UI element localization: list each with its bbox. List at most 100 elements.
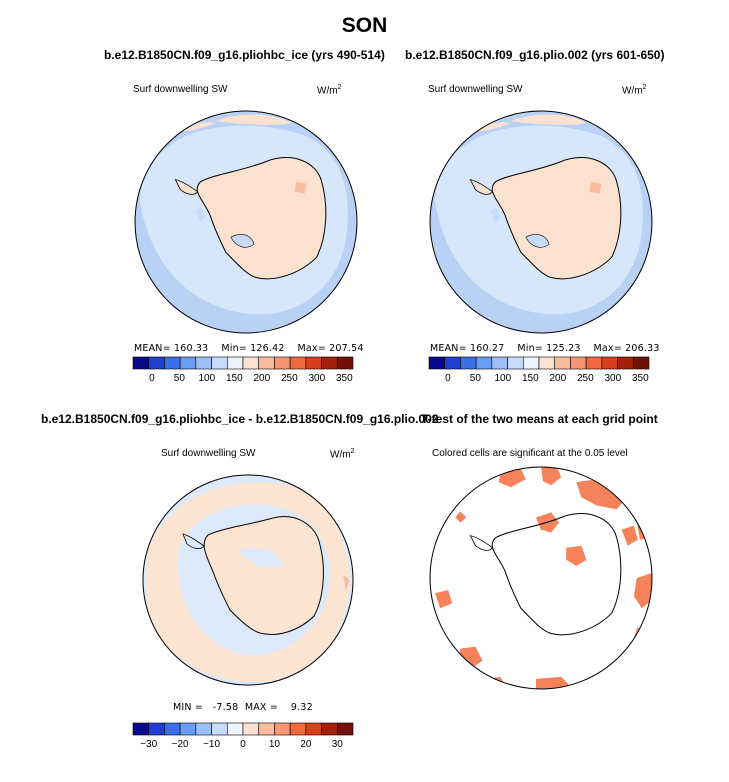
colorbar-tick-label: 0 — [149, 373, 155, 384]
panel-2-variable-label: Surf downwelling SW — [428, 84, 523, 95]
panel-1-min: Min= 126.42 — [221, 343, 285, 354]
colorbar-swatch — [132, 722, 150, 736]
colorbar-swatch — [321, 356, 338, 370]
colorbar-tick-label: 300 — [309, 373, 326, 384]
main-title: SON — [341, 14, 388, 37]
panel-1-mean: MEAN= 160.33 — [134, 343, 209, 354]
colorbar-2: 0 50 100 150 200 250 300 350 — [428, 356, 650, 384]
colorbar-tick-label: 200 — [254, 373, 271, 384]
panel-1-max: Max= 207.54 — [297, 343, 364, 354]
panel-1-units: W/m2 — [317, 84, 342, 97]
colorbar-tick-label: −20 — [172, 739, 189, 750]
panel-3-min-label: MIN = — [173, 702, 204, 713]
antarctica-outline — [491, 157, 622, 280]
panel-2-max: Max= 206.33 — [593, 343, 660, 354]
colorbar-swatch — [522, 356, 540, 370]
colorbar-swatch — [179, 356, 197, 370]
colorbar-swatch — [585, 356, 603, 370]
colorbar-swatch — [211, 722, 228, 736]
colorbar-swatch — [164, 356, 181, 370]
panel-1-map — [134, 110, 358, 334]
colorbar-swatch — [148, 356, 165, 370]
colorbar-swatch — [274, 356, 291, 370]
colorbar-swatch — [164, 722, 181, 736]
colorbar-tick-label: 250 — [281, 373, 298, 384]
colorbar-swatch — [289, 356, 307, 370]
colorbar-3: −30 −20 −10 0 10 20 30 — [132, 722, 354, 750]
colorbar-tick-label: 30 — [332, 739, 344, 750]
colorbar-swatch — [195, 722, 212, 736]
colorbar-swatch — [617, 356, 634, 370]
colorbar-swatch — [336, 722, 354, 736]
colorbar-tick-label: 50 — [470, 373, 482, 384]
colorbar-tick-label: 0 — [240, 739, 246, 750]
colorbar-swatch — [507, 356, 524, 370]
colorbar-swatch — [242, 356, 260, 370]
colorbar-swatch — [321, 722, 338, 736]
panel-4-title: T-test of the two means at each grid poi… — [421, 412, 658, 426]
colorbar-tick-label: 350 — [632, 373, 649, 384]
panel-2-map — [429, 110, 653, 334]
panel-4-map — [429, 466, 653, 690]
panel-3-stats: MIN = -7.58 MAX = 9.32 — [173, 702, 313, 713]
colorbar-swatch — [242, 722, 260, 736]
colorbar-swatch — [538, 356, 556, 370]
colorbar-swatch — [305, 356, 322, 370]
colorbar-swatch — [179, 722, 197, 736]
colorbar-tick-label: 350 — [336, 373, 353, 384]
colorbar-1: 0 50 100 150 200 250 300 350 — [132, 356, 354, 384]
colorbar-tick-label: 250 — [577, 373, 594, 384]
colorbar-tick-label: 200 — [550, 373, 567, 384]
colorbar-swatch — [428, 356, 446, 370]
colorbar-tick-label: 50 — [174, 373, 186, 384]
panel-3-map — [142, 474, 354, 686]
panel-3-min-value: -7.58 — [212, 702, 239, 713]
colorbar-swatch — [632, 356, 650, 370]
panel-3-title: b.e12.B1850CN.f09_g16.pliohbc_ice - b.e1… — [41, 412, 439, 426]
colorbar-swatch — [305, 722, 322, 736]
antarctica-outline — [203, 516, 324, 635]
colorbar-tick-label: 300 — [605, 373, 622, 384]
colorbar-tick-label: 0 — [445, 373, 451, 384]
colorbar-swatch — [274, 722, 291, 736]
colorbar-swatch — [226, 722, 244, 736]
antarctica-outline — [491, 513, 622, 636]
panel-1-stats: MEAN= 160.33 Min= 126.42 Max= 207.54 — [134, 343, 364, 354]
colorbar-swatch — [336, 356, 354, 370]
colorbar-swatch — [148, 722, 165, 736]
panel-3-max-value: 9.32 — [290, 702, 313, 713]
colorbar-swatch — [258, 356, 275, 370]
colorbar-swatch — [491, 356, 508, 370]
panel-2-mean: MEAN= 160.27 — [430, 343, 505, 354]
panel-2-stats: MEAN= 160.27 Min= 125.23 Max= 206.33 — [430, 343, 660, 354]
colorbar-swatch — [601, 356, 618, 370]
panel-4-subtitle: Colored cells are significant at the 0.0… — [432, 448, 628, 459]
colorbar-swatch — [258, 722, 275, 736]
panel-3-variable-label: Surf downwelling SW — [161, 448, 256, 459]
colorbar-tick-label: 20 — [300, 739, 312, 750]
colorbar-tick-label: 150 — [226, 373, 243, 384]
colorbar-tick-label: 10 — [269, 739, 281, 750]
colorbar-swatch — [226, 356, 244, 370]
colorbar-tick-label: −10 — [203, 739, 220, 750]
panel-1-title: b.e12.B1850CN.f09_g16.pliohbc_ice (yrs 4… — [104, 48, 385, 62]
colorbar-tick-label: 100 — [199, 373, 216, 384]
colorbar-tick-label: 150 — [522, 373, 539, 384]
panel-3-max-label: MAX = — [244, 702, 278, 713]
colorbar-swatch — [460, 356, 477, 370]
panel-3-units: W/m2 — [330, 448, 355, 461]
panel-1-variable-label: Surf downwelling SW — [133, 84, 228, 95]
colorbar-swatch — [554, 356, 571, 370]
panel-2-units: W/m2 — [622, 84, 647, 97]
colorbar-swatch — [570, 356, 587, 370]
colorbar-swatch — [211, 356, 228, 370]
colorbar-swatch — [195, 356, 212, 370]
panel-2-min: Min= 125.23 — [517, 343, 581, 354]
colorbar-tick-label: −30 — [140, 739, 157, 750]
colorbar-swatch — [444, 356, 461, 370]
colorbar-swatch — [289, 722, 307, 736]
antarctica-outline — [196, 157, 327, 280]
colorbar-swatch — [475, 356, 493, 370]
panel-2-title: b.e12.B1850CN.f09_g16.plio.002 (yrs 601-… — [405, 48, 665, 62]
colorbar-tick-label: 100 — [495, 373, 512, 384]
